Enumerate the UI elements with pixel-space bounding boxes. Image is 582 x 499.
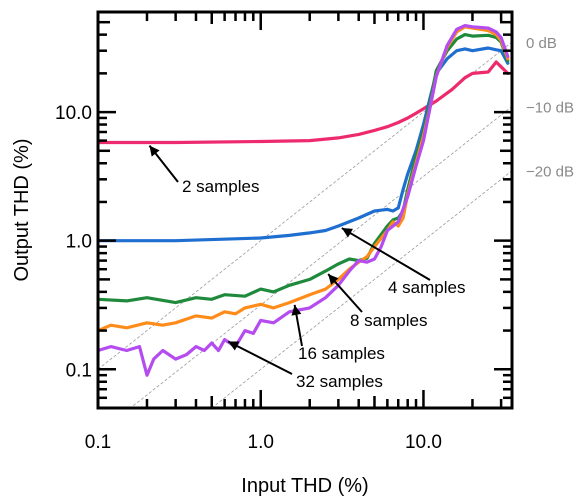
x-tick-label: 0.1 <box>85 432 111 453</box>
db-label-1: −10 dB <box>526 99 574 116</box>
annotation-arrow-shaft <box>341 227 431 281</box>
annotation-label: 32 samples <box>296 372 383 391</box>
annotation-4-samples: 4 samples <box>341 227 465 297</box>
annotation-label: 2 samples <box>182 177 259 196</box>
series-line-2-samples <box>98 60 510 145</box>
series-line-4-samples <box>98 46 510 243</box>
annotation-arrow-head <box>291 304 302 316</box>
reference-line-1 <box>129 106 512 408</box>
annotation-arrow-head <box>328 274 339 285</box>
annotations: 2 samples 4 samples 8 samples 16 samples 32 … <box>148 145 465 391</box>
series-line-8-samples <box>98 32 510 305</box>
series-line-32-samples <box>98 24 510 377</box>
annotation-32-samples: 32 samples <box>227 340 383 391</box>
reference-lines <box>98 41 512 408</box>
x-tick-label: 10.0 <box>405 432 442 453</box>
reference-line-0 <box>98 41 512 370</box>
annotation-arrow-shaft <box>227 340 293 375</box>
x-tick-label: 1.0 <box>248 432 274 453</box>
annotation-16-samples: 16 samples <box>291 304 385 363</box>
annotation-arrow-head <box>149 145 160 157</box>
y-tick-label: 0.1 <box>66 360 92 381</box>
reference-line-2 <box>211 170 512 408</box>
annotation-arrow-head <box>341 228 353 238</box>
annotation-label: 16 samples <box>298 344 385 363</box>
axis-ticks <box>96 10 512 410</box>
y-axis-title: Output THD (%) <box>11 139 33 282</box>
annotation-label: 8 samples <box>350 311 427 330</box>
annotation-arrow-head <box>228 341 240 351</box>
db-label-0: 0 dB <box>526 35 557 52</box>
series-layer <box>98 24 510 377</box>
annotation-8-samples: 8 samples <box>327 273 427 330</box>
y-tick-label: 1.0 <box>66 232 92 253</box>
annotation-label: 4 samples <box>388 278 465 297</box>
y-tick-label: 10.0 <box>55 103 92 124</box>
plot-frame <box>96 10 514 410</box>
x-axis-title: Input THD (%) <box>241 475 368 497</box>
db-label-2: −20 dB <box>526 164 574 181</box>
db-labels: 0 dB −10 dB −20 dB <box>526 35 574 181</box>
tick-labels: 0.1 1.0 10.0 0.1 1.0 10.0 <box>55 103 442 453</box>
annotation-2-samples: 2 samples <box>148 145 259 196</box>
